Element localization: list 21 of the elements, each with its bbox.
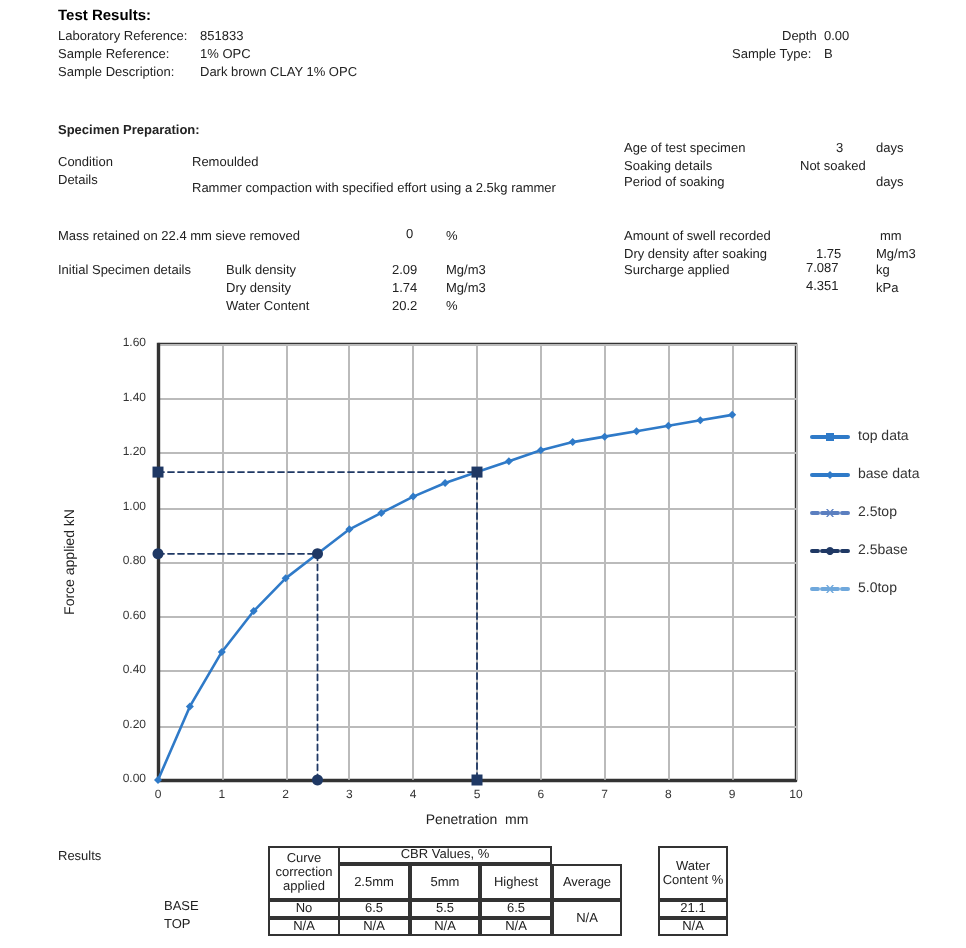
point (152, 466, 164, 478)
point (632, 427, 641, 436)
point (217, 647, 226, 656)
point (154, 776, 162, 784)
point (249, 607, 258, 616)
point (409, 492, 418, 501)
point (728, 410, 737, 419)
point (536, 446, 545, 455)
point (696, 416, 705, 425)
point (152, 548, 164, 560)
point (600, 432, 609, 441)
point (441, 478, 450, 487)
point (312, 774, 323, 786)
point (281, 574, 290, 583)
point (504, 457, 513, 466)
point (345, 525, 354, 534)
point (568, 438, 577, 447)
point (377, 508, 386, 517)
point (185, 702, 194, 711)
point (471, 774, 483, 786)
point (664, 421, 673, 430)
